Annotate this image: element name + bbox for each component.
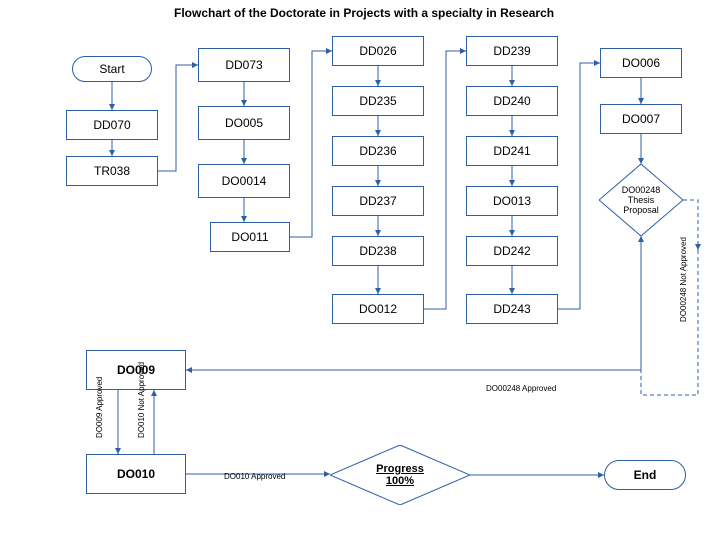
node-dd070: DD070 — [66, 110, 158, 140]
node-dd073: DD073 — [198, 48, 290, 82]
node-do005: DO005 — [198, 106, 290, 140]
node-do010: DO010 — [86, 454, 186, 494]
node-do012: DO012 — [332, 294, 424, 324]
edge-label-do010_approved: DO010 Approved — [224, 472, 285, 481]
edge-label-do00248_approved: DO00248 Approved — [486, 384, 556, 393]
node-do007: DO007 — [600, 104, 682, 134]
node-dd026: DD026 — [332, 36, 424, 66]
node-dd238: DD238 — [332, 236, 424, 266]
node-dd242: DD242 — [466, 236, 558, 266]
node-dd241: DD241 — [466, 136, 558, 166]
diamond-progress: Progress100% — [330, 445, 470, 505]
diamond-thesis: DO00248ThesisProposal — [599, 164, 683, 236]
edge-label-do009_approved: DO009 Approved — [95, 377, 104, 438]
node-end: End — [604, 460, 686, 490]
node-dd235: DD235 — [332, 86, 424, 116]
node-do013: DO013 — [466, 186, 558, 216]
node-do006: DO006 — [600, 48, 682, 78]
edge-label-do00248_not_approved: DO00248 Not Approved — [679, 237, 688, 322]
node-dd236: DD236 — [332, 136, 424, 166]
node-do011: DO011 — [210, 222, 290, 252]
node-start: Start — [72, 56, 152, 82]
node-dd240: DD240 — [466, 86, 558, 116]
node-do0014: DO0014 — [198, 164, 290, 198]
node-dd237: DD237 — [332, 186, 424, 216]
edge-label-do010_not_approved: DO010 Not Approved — [137, 362, 146, 438]
node-tr038: TR038 — [66, 156, 158, 186]
node-dd243: DD243 — [466, 294, 558, 324]
node-dd239: DD239 — [466, 36, 558, 66]
